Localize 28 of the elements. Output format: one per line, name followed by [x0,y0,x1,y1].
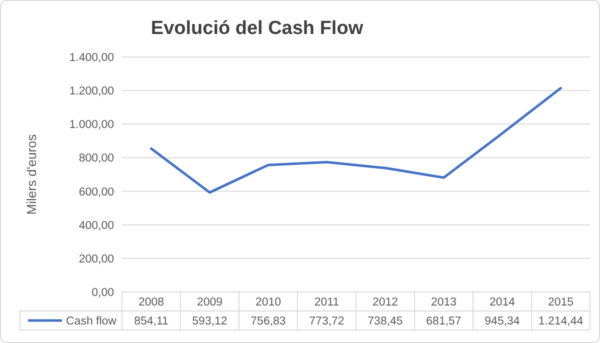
y-tick-label: 400,00 [78,220,114,232]
y-tick-label: 0,00 [92,287,114,300]
y-tick-label: 600,00 [78,186,114,198]
x-tick-label: 2013 [430,296,457,309]
x-tick-label: 2015 [548,296,574,309]
y-axis-title: Milers d'euros [24,134,39,215]
x-tick-label: 2012 [372,296,398,309]
legend-label: Cash flow [66,316,118,328]
x-tick-label: 2014 [489,296,516,309]
data-label: 773,72 [309,316,344,328]
x-tick-label: 2010 [255,296,282,309]
data-label: 1.214,44 [538,316,584,328]
data-label: 854,11 [134,316,168,328]
y-tick-label: 1.400,00 [69,52,114,64]
data-label: 738,45 [368,316,403,328]
x-tick-label: 2011 [314,296,340,309]
y-tick-label: 800,00 [78,152,114,165]
chart-title: Evolució del Cash Flow [150,18,364,39]
line-series [150,86,562,194]
data-label: 945,34 [484,316,520,328]
data-label: 593,12 [192,316,228,328]
y-tick-label: 1.200,00 [69,86,114,98]
x-tick-label: 2009 [196,296,223,309]
y-tick-label: 200,00 [78,253,114,266]
data-label: 681,57 [426,316,462,328]
x-tick-label: 2008 [138,296,164,309]
data-label: 756,83 [250,316,286,328]
y-tick-label: 1.000,00 [69,119,114,132]
